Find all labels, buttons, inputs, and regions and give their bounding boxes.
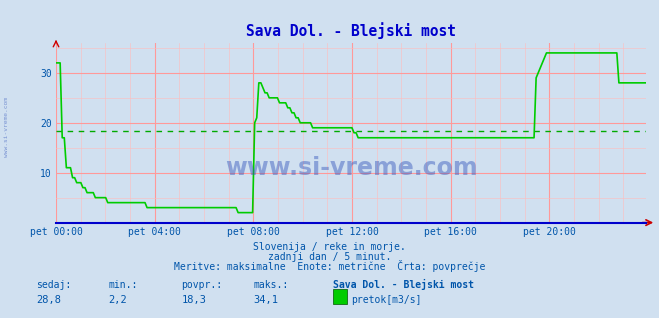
- Text: maks.:: maks.:: [254, 280, 289, 290]
- Text: 18,3: 18,3: [181, 295, 206, 305]
- Text: www.si-vreme.com: www.si-vreme.com: [4, 97, 9, 157]
- Text: www.si-vreme.com: www.si-vreme.com: [225, 156, 478, 180]
- Text: Slovenija / reke in morje.: Slovenija / reke in morje.: [253, 242, 406, 252]
- Text: zadnji dan / 5 minut.: zadnji dan / 5 minut.: [268, 252, 391, 262]
- Text: 2,2: 2,2: [109, 295, 127, 305]
- Title: Sava Dol. - Blejski most: Sava Dol. - Blejski most: [246, 22, 456, 39]
- Text: min.:: min.:: [109, 280, 138, 290]
- Text: pretok[m3/s]: pretok[m3/s]: [351, 295, 422, 305]
- Text: 28,8: 28,8: [36, 295, 61, 305]
- Text: Sava Dol. - Blejski most: Sava Dol. - Blejski most: [333, 279, 474, 290]
- Text: 34,1: 34,1: [254, 295, 279, 305]
- Text: Meritve: maksimalne  Enote: metrične  Črta: povprečje: Meritve: maksimalne Enote: metrične Črta…: [174, 260, 485, 272]
- Text: sedaj:: sedaj:: [36, 280, 71, 290]
- Text: povpr.:: povpr.:: [181, 280, 222, 290]
